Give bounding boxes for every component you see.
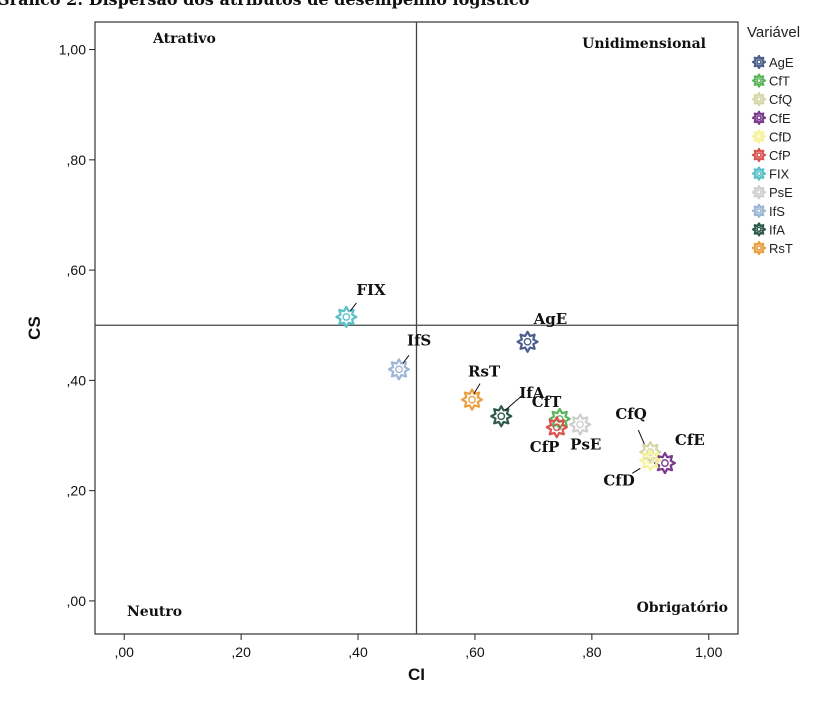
legend-marker-age-center bbox=[756, 59, 762, 65]
x-tick-label: ,80 bbox=[582, 644, 602, 660]
legend-marker-fix-center bbox=[756, 170, 762, 177]
legend-marker-cfe bbox=[751, 110, 767, 125]
leader-line-ifs bbox=[402, 355, 410, 364]
y-tick-label: ,00 bbox=[67, 593, 87, 609]
data-point-ifs-center bbox=[395, 365, 403, 374]
figure-title: Gráfico 2: Dispersão dos atributos de de… bbox=[0, 0, 530, 9]
legend-label-pse: PsE bbox=[769, 185, 793, 200]
y-axis-title: CS bbox=[25, 316, 44, 340]
x-tick-label: ,40 bbox=[348, 644, 368, 660]
data-point-cfq bbox=[639, 440, 662, 464]
legend-marker-cfq bbox=[751, 92, 767, 107]
data-point-cfq-center bbox=[646, 448, 655, 456]
legend-label-rst: RsT bbox=[769, 241, 793, 256]
data-point-pse-center bbox=[576, 420, 585, 429]
legend-marker-cfe-center bbox=[756, 115, 762, 121]
legend-marker-ifa-center bbox=[756, 226, 762, 233]
legend-marker-pse bbox=[751, 185, 767, 200]
x-tick-label: ,00 bbox=[114, 644, 134, 660]
y-tick-label: ,80 bbox=[67, 152, 87, 168]
leader-line-fix bbox=[349, 302, 357, 312]
quadrant-label-neutro: Neutro bbox=[127, 604, 182, 620]
point-label-cfq: CfQ bbox=[615, 405, 646, 423]
data-point-cfd bbox=[639, 449, 662, 472]
legend-marker-ifs bbox=[751, 203, 767, 218]
data-point-age bbox=[516, 330, 539, 353]
legend-label-fix: FIX bbox=[769, 167, 790, 182]
point-label-cfe: CfE bbox=[675, 431, 705, 449]
point-label-ifa: IfA bbox=[519, 384, 544, 402]
y-tick-label: ,40 bbox=[67, 372, 87, 388]
point-label-rst: RsT bbox=[468, 363, 501, 381]
legend-label-age: AgE bbox=[769, 55, 794, 70]
data-point-rst bbox=[460, 388, 484, 411]
y-tick-label: ,20 bbox=[67, 483, 87, 499]
quadrant-label-obrigatorio: Obrigatório bbox=[637, 600, 728, 616]
data-point-cfd-center bbox=[646, 456, 655, 465]
data-point-ifa bbox=[490, 405, 513, 428]
data-point-age-center bbox=[523, 337, 532, 346]
data-point-fix-center bbox=[342, 313, 351, 321]
data-point-pse bbox=[569, 413, 592, 436]
legend-marker-cft-center bbox=[756, 77, 762, 84]
leader-line-cfq bbox=[637, 429, 645, 445]
legend-marker-fix bbox=[751, 166, 767, 181]
legend: Variável AgE CfT CfQ CfE CfD CfP FIX PsE IfS IfA R… bbox=[747, 24, 800, 256]
point-label-cft: CfT bbox=[532, 393, 562, 411]
legend-title: Variável bbox=[747, 24, 800, 41]
legend-marker-rst bbox=[751, 240, 767, 256]
legend-label-ifs: IfS bbox=[769, 204, 785, 219]
point-label-ifs: IfS bbox=[407, 331, 431, 349]
legend-label-cfq: CfQ bbox=[769, 92, 792, 107]
data-point-cfp-center bbox=[552, 423, 561, 432]
x-tick-label: 1,00 bbox=[695, 644, 722, 660]
y-tick-label: ,60 bbox=[67, 262, 87, 278]
x-axis-title: CI bbox=[408, 665, 425, 684]
legend-marker-pse-center bbox=[756, 189, 762, 195]
legend-marker-cfq-center bbox=[756, 96, 762, 102]
point-label-fix: FIX bbox=[356, 281, 386, 299]
legend-label-cfp: CfP bbox=[769, 148, 791, 163]
point-label-pse: PsE bbox=[570, 435, 601, 453]
legend-marker-cft bbox=[751, 73, 767, 88]
data-point-cfe-center bbox=[661, 459, 669, 467]
point-label-cfd: CfD bbox=[603, 471, 634, 489]
legend-marker-ifa bbox=[751, 222, 767, 237]
x-tick-label: ,60 bbox=[465, 644, 485, 660]
leader-line-cfd bbox=[632, 467, 641, 474]
legend-marker-rst-center bbox=[756, 245, 762, 251]
point-label-age: AgE bbox=[533, 310, 568, 328]
y-tick-label: 1,00 bbox=[59, 42, 86, 58]
legend-marker-cfd-center bbox=[756, 133, 762, 140]
legend-marker-age bbox=[751, 54, 767, 70]
legend-marker-cfp bbox=[751, 147, 767, 163]
data-point-ifs bbox=[387, 358, 411, 381]
legend-label-cfe: CfE bbox=[769, 111, 791, 126]
point-label-cfp: CfP bbox=[530, 438, 560, 456]
leader-line-ifa bbox=[504, 395, 522, 411]
data-point-ifa-center bbox=[497, 412, 506, 421]
data-point-fix bbox=[335, 305, 358, 329]
legend-marker-ifs-center bbox=[756, 208, 762, 214]
quadrant-label-unidimensional: Unidimensional bbox=[582, 36, 706, 52]
legend-marker-cfd bbox=[751, 129, 767, 144]
legend-label-cfd: CfD bbox=[769, 129, 791, 144]
legend-marker-cfp-center bbox=[756, 152, 762, 158]
legend-label-ifa: IfA bbox=[769, 222, 785, 237]
legend-label-cft: CfT bbox=[769, 74, 790, 89]
data-point-cfp bbox=[545, 416, 568, 439]
quadrant-label-atrativo: Atrativo bbox=[152, 31, 216, 47]
x-tick-label: ,20 bbox=[231, 644, 251, 660]
plot-area: ,00 ,20 ,40 ,60 ,80 1,00 ,00 ,20 ,40 ,60 ,80 1,00 Ag… bbox=[59, 21, 739, 660]
data-point-cfe bbox=[653, 451, 677, 475]
leader-line-rst bbox=[473, 383, 481, 394]
data-point-rst-center bbox=[468, 395, 476, 404]
